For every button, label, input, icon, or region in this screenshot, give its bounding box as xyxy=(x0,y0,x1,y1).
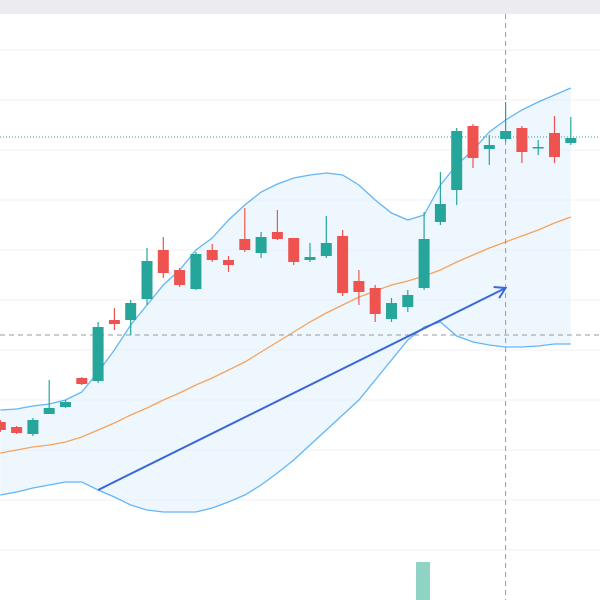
candle-body xyxy=(206,250,218,260)
candle-body xyxy=(0,422,6,430)
candle-body xyxy=(174,270,186,285)
candle-body xyxy=(402,295,414,307)
candle-body xyxy=(418,239,430,288)
candle-body xyxy=(320,243,332,256)
candle-body xyxy=(125,303,137,320)
middle-band xyxy=(0,216,572,454)
candle-body xyxy=(500,131,512,139)
lower-band xyxy=(0,321,571,513)
candle-body xyxy=(271,232,283,239)
candle-body xyxy=(239,239,251,250)
candle-body xyxy=(11,427,23,433)
volume-bar xyxy=(416,562,430,600)
candle-body xyxy=(467,126,479,158)
candle-body xyxy=(43,408,55,414)
candle-body xyxy=(532,147,544,149)
candle-body xyxy=(190,254,202,289)
candle-body xyxy=(92,327,104,381)
candle-body xyxy=(549,133,560,157)
trend-line xyxy=(97,287,507,491)
candle-body xyxy=(288,238,300,262)
candle-body xyxy=(255,237,267,253)
candle-body xyxy=(108,320,120,324)
candle-body xyxy=(27,420,39,434)
candle-body xyxy=(483,145,495,149)
candle-body xyxy=(434,204,446,222)
candle-body xyxy=(386,303,397,319)
band-fill xyxy=(0,88,571,512)
candle-body xyxy=(565,138,577,143)
candle-body xyxy=(60,402,71,407)
trend-arrowhead xyxy=(493,286,508,299)
candle-body xyxy=(223,260,234,265)
top-bar xyxy=(0,0,600,14)
candle-body xyxy=(369,288,381,314)
candle-body xyxy=(304,257,316,260)
candle-body xyxy=(141,261,153,299)
candle-body xyxy=(337,236,349,293)
candle-body xyxy=(451,131,463,190)
candle-body xyxy=(76,378,88,384)
candle-body xyxy=(353,281,365,292)
candle-body xyxy=(157,250,169,273)
candle-body xyxy=(516,128,528,152)
